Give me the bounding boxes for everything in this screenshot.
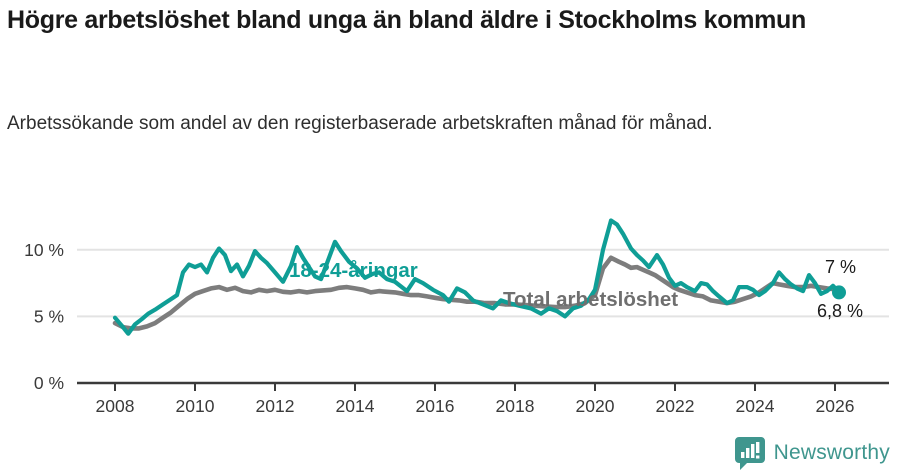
y-tick-label-0: 0 % (34, 373, 64, 393)
newsworthy-logo[interactable]: Newsworthy (734, 436, 890, 470)
x-tick-label-2008: 2008 (96, 396, 135, 416)
newsworthy-wordmark: Newsworthy (773, 441, 890, 464)
series-line-total (112, 255, 842, 331)
x-tick-label-2012: 2012 (256, 396, 295, 416)
end-value-label-total: 7 % (825, 257, 856, 277)
x-tick-label-2016: 2016 (416, 396, 455, 416)
series-end-dot-young (832, 285, 846, 300)
x-tick-label-2022: 2022 (656, 396, 695, 416)
x-tick-label-2018: 2018 (496, 396, 535, 416)
y-tick-label-5: 5 % (34, 306, 64, 326)
end-value-label-young: 6,8 % (817, 301, 863, 321)
series-line-young (112, 218, 842, 336)
x-tick-label-2010: 2010 (176, 396, 215, 416)
series-label-total: Total arbetslöshet (503, 288, 678, 311)
page-title: Högre arbetslöshet bland unga än bland ä… (7, 6, 806, 34)
x-tick-label-2024: 2024 (736, 396, 775, 416)
x-tick-label-2020: 2020 (576, 396, 615, 416)
newsworthy-bubble-chart-icon (734, 437, 765, 470)
series-label-young: 18-24-åringar (289, 259, 418, 282)
x-tick-label-2026: 2026 (816, 396, 855, 416)
x-tick-label-2014: 2014 (336, 396, 375, 416)
y-tick-label-10: 10 % (24, 240, 64, 260)
chart-subtitle: Arbetssökande som andel av den registerb… (7, 113, 713, 134)
